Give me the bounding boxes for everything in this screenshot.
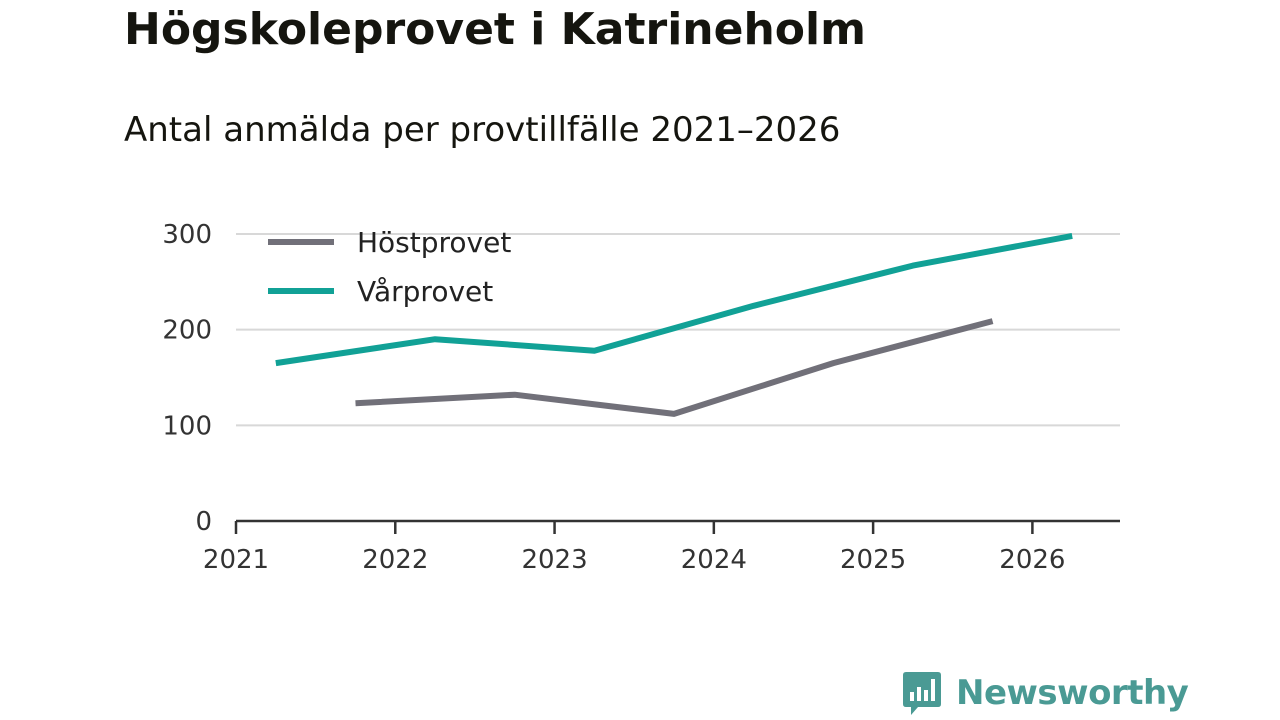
- bar-chart-speech-icon: [903, 672, 941, 715]
- y-tick-label: 200: [162, 316, 212, 346]
- x-tick-label: 2025: [840, 545, 906, 575]
- x-tick-label: 2023: [521, 545, 587, 575]
- x-axis: [234, 519, 1120, 534]
- y-tick-label: 300: [162, 220, 212, 250]
- y-tick-label: 100: [162, 411, 212, 441]
- x-tick-label: 2024: [681, 545, 747, 575]
- chart-title: Högskoleprovet i Katrineholm: [124, 4, 866, 55]
- y-tick-label: 0: [195, 507, 212, 537]
- newsworthy-logo: Newsworthy: [902, 670, 1189, 716]
- series-line-varprovet: [275, 232, 1073, 367]
- x-tick-label: 2026: [999, 545, 1065, 575]
- legend: Höstprovet Vårprovet: [268, 226, 511, 308]
- series-lines: [275, 232, 1073, 417]
- x-axis-labels: 2021 2022 2023 2024 2025 2026: [203, 545, 1066, 575]
- x-tick-label: 2022: [362, 545, 428, 575]
- chart-subtitle: Antal anmälda per provtillfälle 2021–202…: [124, 110, 841, 150]
- series-line-hostprovet: [355, 318, 994, 417]
- x-tick-label: 2021: [203, 545, 269, 575]
- legend-label: Vårprovet: [357, 275, 493, 308]
- y-axis-labels: 0 100 200 300: [162, 220, 212, 537]
- legend-label: Höstprovet: [357, 226, 511, 259]
- brand-name: Newsworthy: [956, 673, 1189, 713]
